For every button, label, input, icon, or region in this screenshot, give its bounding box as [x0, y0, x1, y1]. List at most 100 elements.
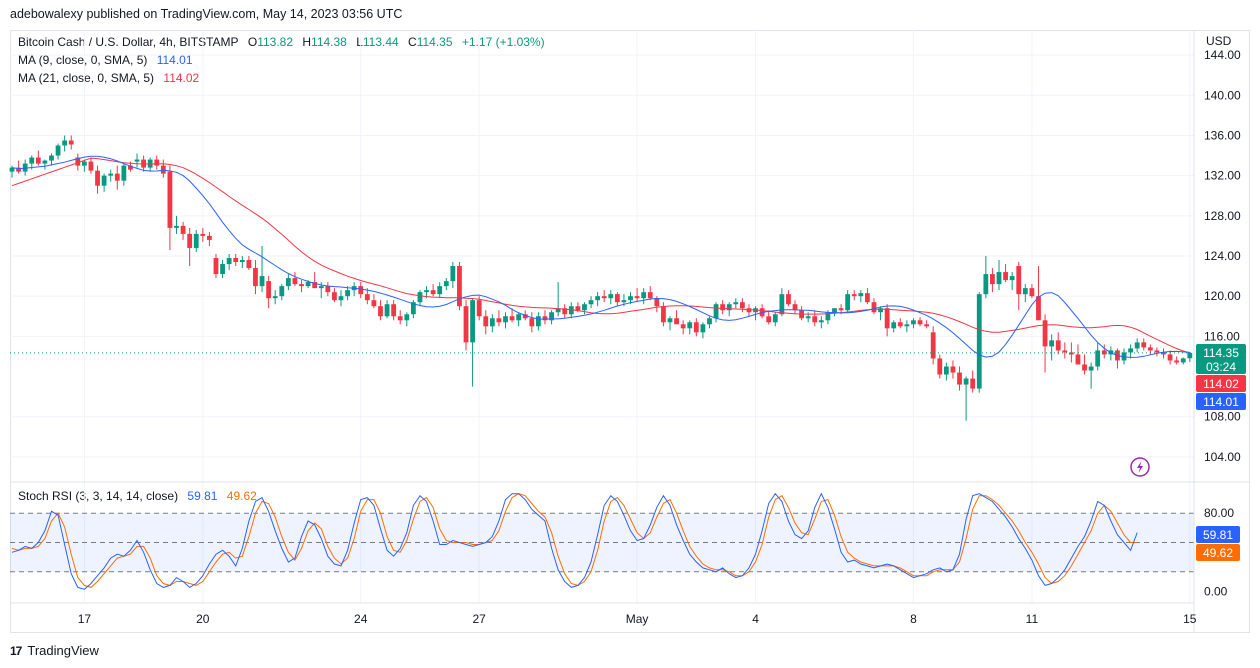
candle-body	[239, 260, 245, 263]
currency-label: USD	[1206, 34, 1232, 48]
candle-body	[1016, 266, 1022, 295]
low-label: L	[356, 35, 363, 49]
candle-body	[897, 322, 903, 327]
stoch-rsi-label[interactable]: Stoch RSI (3, 3, 14, 14, close)	[18, 489, 179, 503]
candle-body	[937, 358, 943, 375]
ma21-badge: 114.02	[1203, 377, 1239, 391]
candle-body	[259, 276, 265, 287]
low-value: 113.44	[362, 35, 399, 49]
price-tick-label: 144.00	[1204, 48, 1241, 62]
footer: 17 TradingView	[10, 643, 99, 658]
time-tick-label: 20	[196, 612, 210, 626]
time-tick-label: 8	[910, 612, 917, 626]
stoch-rsi-d-value: 49.62	[226, 489, 257, 503]
candle-body	[463, 306, 469, 343]
candle-body	[628, 296, 633, 301]
candle-body	[1095, 350, 1101, 367]
candle-body	[272, 296, 278, 299]
candle-body	[180, 225, 186, 234]
ma21-label[interactable]: MA (21, close, 0, SMA, 5)	[18, 71, 155, 85]
candle-body	[726, 304, 732, 311]
ma21-legend: MA (21, close, 0, SMA, 5) 114.02	[18, 71, 205, 85]
candle-body	[1049, 340, 1055, 347]
countdown-badge: 03:24	[1206, 360, 1236, 374]
candle-body	[1187, 352, 1193, 359]
candle-body	[654, 298, 660, 307]
candle-body	[588, 300, 594, 305]
candle-body	[285, 278, 291, 287]
ma9-badge: 114.01	[1203, 395, 1239, 409]
candles	[9, 135, 1194, 421]
price-badge: 114.35	[1203, 346, 1239, 360]
candle-body	[1174, 360, 1180, 363]
candle-body	[516, 314, 522, 321]
candle-body	[101, 175, 107, 186]
candle-body	[858, 293, 864, 297]
candle-body	[509, 316, 515, 321]
candle-body	[667, 318, 673, 323]
candle-body	[911, 320, 916, 325]
candle-body	[943, 366, 949, 375]
time-tick-label: May	[626, 612, 649, 626]
candle-body	[417, 292, 423, 303]
price-badge-bg	[1196, 344, 1246, 374]
candle-body	[410, 302, 416, 315]
candle-body	[226, 258, 232, 265]
candle-body	[950, 366, 956, 373]
candle-body	[647, 292, 653, 299]
candle-body	[443, 281, 449, 287]
candle-body	[213, 258, 219, 275]
candle-body	[1128, 348, 1133, 353]
candle-body	[634, 296, 640, 299]
candle-body	[378, 306, 383, 317]
candle-body	[22, 163, 28, 172]
candle-body	[233, 258, 239, 263]
candle-body	[549, 312, 554, 321]
candle-body	[35, 157, 41, 164]
candle-body	[687, 322, 693, 329]
candle-body	[766, 316, 772, 323]
candle-body	[680, 324, 686, 329]
candle-body	[542, 316, 548, 321]
candle-body	[128, 165, 133, 170]
candle-body	[983, 274, 989, 295]
tradingview-brand[interactable]: TradingView	[27, 643, 99, 658]
close-label: C	[408, 35, 417, 49]
candle-body	[1062, 350, 1068, 353]
rsi-tick-label: 80.00	[1204, 506, 1234, 520]
candle-body	[88, 161, 94, 171]
candle-body	[167, 171, 173, 228]
candle-body	[437, 286, 443, 295]
candle-body	[483, 316, 489, 327]
price-tick-label: 104.00	[1204, 450, 1241, 464]
chart-frame	[10, 30, 1250, 633]
lightning-icon[interactable]	[1130, 457, 1150, 477]
candle-body	[746, 308, 752, 313]
candle-body	[884, 308, 890, 329]
candle-body	[871, 302, 877, 313]
candle-body	[1141, 342, 1147, 348]
candle-body	[95, 170, 100, 186]
candle-body	[68, 140, 74, 145]
candle-body	[713, 304, 719, 319]
candle-body	[325, 286, 331, 293]
candle-body	[318, 286, 324, 289]
candle-body	[930, 332, 936, 359]
symbol-title[interactable]: Bitcoin Cash / U.S. Dollar, 4h, BITSTAMP	[18, 35, 239, 49]
candle-body	[595, 296, 601, 301]
candle-body	[522, 314, 528, 319]
candle-body	[404, 314, 410, 321]
price-tick-label: 136.00	[1204, 128, 1241, 142]
candle-body	[55, 145, 61, 156]
candle-body	[384, 304, 390, 317]
candle-body	[457, 266, 462, 307]
candle-body	[1088, 366, 1094, 371]
candle-body	[1055, 340, 1061, 351]
candle-body	[200, 233, 206, 236]
candle-body	[739, 302, 745, 309]
ma9-label[interactable]: MA (9, close, 0, SMA, 5)	[18, 53, 148, 67]
candle-body	[818, 320, 824, 323]
candle-body	[62, 140, 68, 146]
candle-body	[562, 308, 568, 315]
